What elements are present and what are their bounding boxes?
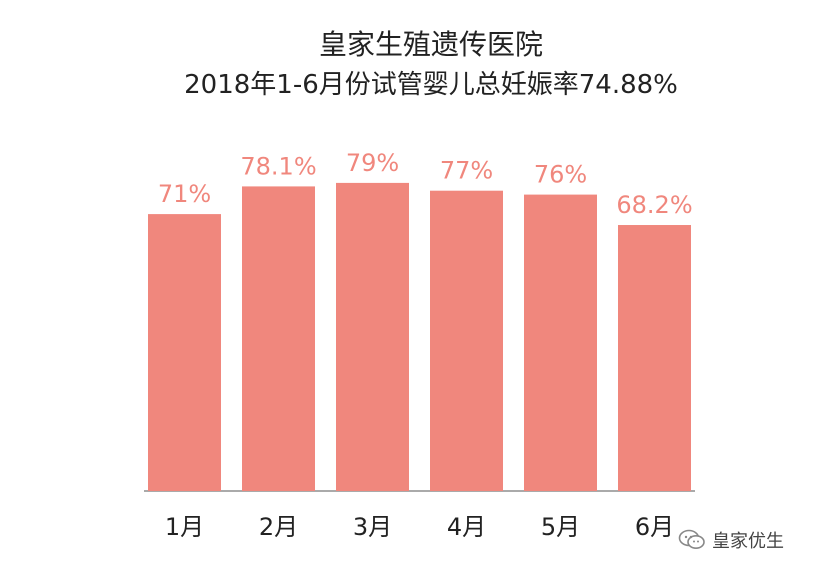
bar-4 — [430, 190, 503, 491]
bar-2 — [242, 186, 315, 491]
watermark-text: 皇家优生 — [712, 531, 784, 552]
data-label-2: 78.1% — [240, 152, 316, 180]
x-tick-label-6: 6月 — [635, 513, 674, 541]
data-label-4: 77% — [440, 157, 493, 185]
bar-5 — [524, 194, 597, 491]
data-label-3: 79% — [346, 149, 399, 177]
bar-3 — [336, 182, 409, 491]
x-tick-label-1: 1月 — [165, 513, 204, 541]
x-tick-label-3: 3月 — [353, 513, 392, 541]
watermark: 皇家优生 — [678, 525, 784, 555]
x-tick-label-4: 4月 — [447, 513, 486, 541]
title-block: 皇家生殖遗传医院 2018年1-6月份试管婴儿总妊娠率74.88% — [0, 26, 822, 104]
x-tick-label-2: 2月 — [259, 513, 298, 541]
x-tick-label-5: 5月 — [541, 513, 580, 541]
data-label-5: 76% — [534, 161, 587, 189]
chart-title: 皇家生殖遗传医院 — [318, 28, 543, 61]
data-label-1: 71% — [158, 180, 211, 208]
data-label-6: 68.2% — [616, 191, 692, 219]
bar-6 — [618, 225, 691, 491]
chart-subtitle: 2018年1-6月份试管婴儿总妊娠率74.88% — [184, 70, 678, 100]
bar-1 — [148, 214, 221, 491]
wechat-icon — [678, 529, 705, 549]
